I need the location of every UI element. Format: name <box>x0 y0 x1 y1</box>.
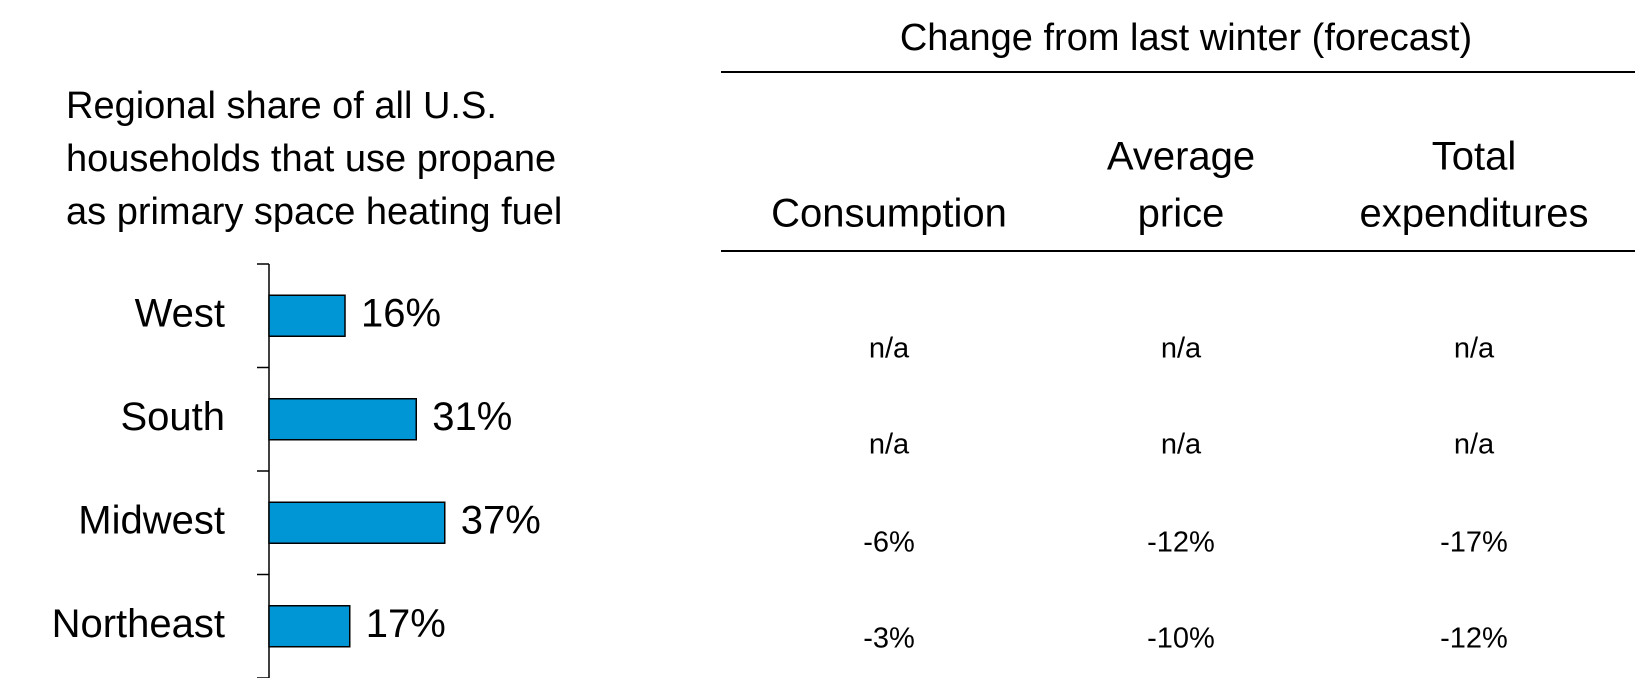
table-cell: -17% <box>1440 527 1508 559</box>
table-cell: -12% <box>1147 527 1215 559</box>
category-label: Northeast <box>52 602 225 646</box>
table-cell: -12% <box>1440 623 1508 655</box>
bar <box>268 398 417 441</box>
column-header: Consumption <box>771 192 1007 236</box>
table-cell: -10% <box>1147 623 1215 655</box>
column-header: Total <box>1432 135 1517 179</box>
bar <box>268 501 446 544</box>
chart-title: as primary space heating fuel <box>66 191 562 233</box>
chart-title: Regional share of all U.S. <box>66 85 497 127</box>
table-cell: n/a <box>869 333 910 365</box>
category-label: West <box>135 291 225 335</box>
value-label: 37% <box>461 498 541 542</box>
table-cell: n/a <box>1454 333 1495 365</box>
table-cell: n/a <box>869 429 910 461</box>
chart-title: households that use propane <box>66 138 556 180</box>
table-cell: n/a <box>1161 333 1202 365</box>
column-header: Average <box>1107 135 1255 179</box>
bar <box>268 294 346 337</box>
value-label: 17% <box>366 602 446 646</box>
table-cell: -3% <box>863 623 915 655</box>
column-header: price <box>1138 192 1225 236</box>
value-label: 16% <box>361 291 441 335</box>
column-header: expenditures <box>1359 192 1588 236</box>
value-label: 31% <box>432 395 512 439</box>
category-label: South <box>120 395 225 439</box>
bar <box>268 605 351 648</box>
table-cell: -6% <box>863 527 915 559</box>
table-cell: n/a <box>1161 429 1202 461</box>
table-cell: n/a <box>1454 429 1495 461</box>
category-label: Midwest <box>78 498 225 542</box>
table-title: Change from last winter (forecast) <box>900 17 1472 59</box>
